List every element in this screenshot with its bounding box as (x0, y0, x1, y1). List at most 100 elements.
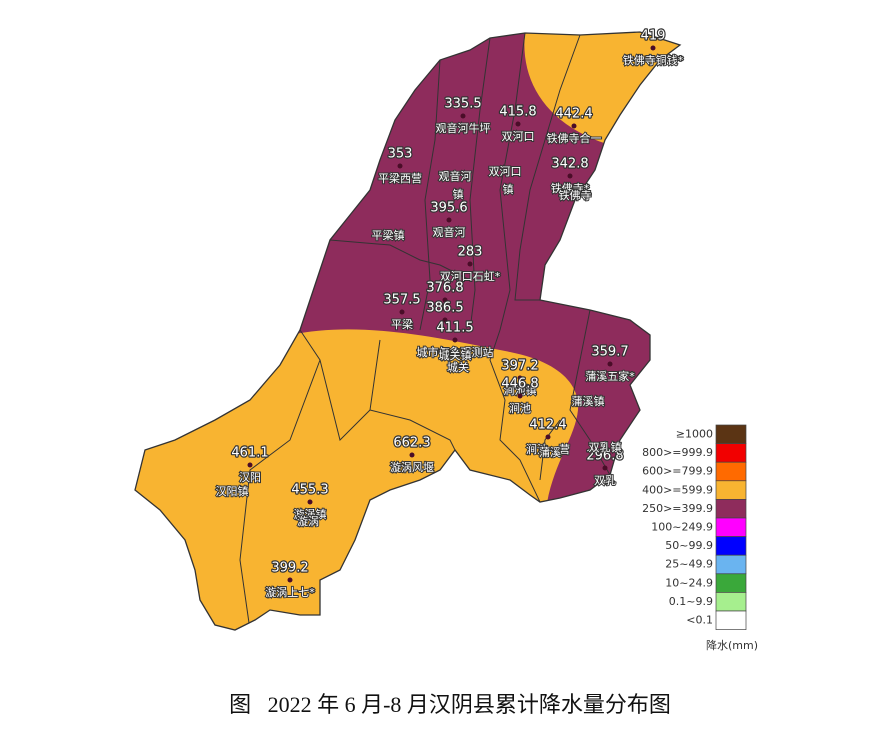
legend-swatch (715, 610, 747, 630)
station-name: 平梁 (391, 317, 413, 331)
region-label: 镇 (503, 182, 514, 196)
legend-label: 25~49.9 (665, 558, 713, 571)
station-value: 455.3 (291, 483, 328, 498)
legend-label: 800>=999.9 (642, 446, 713, 459)
station-dot (545, 434, 551, 440)
station-dot (399, 309, 405, 315)
station-dot (442, 317, 448, 323)
station-value: 395.6 (430, 201, 467, 216)
legend-label: 10~24.9 (665, 576, 713, 589)
region-label: 漩涡 (297, 515, 319, 528)
station-dot (467, 261, 473, 267)
legend-label: ≥1000 (676, 428, 713, 441)
legend-label: 250>=399.9 (642, 502, 713, 515)
region-label: 汉阳镇 (216, 484, 249, 498)
station-value: 397.2 (501, 359, 538, 374)
district-borders (239, 32, 611, 630)
station-value: 335.5 (444, 97, 481, 112)
station-value: 353 (388, 147, 413, 162)
station-name: 铁佛寺* (551, 182, 590, 195)
station-value: 376.8 (426, 281, 463, 296)
station-value: 442.4 (555, 107, 592, 122)
station-name: 漩涡上七* (265, 586, 315, 599)
station-name: 城市气象观测站 (417, 345, 494, 359)
legend-swatch (715, 573, 747, 593)
region-label: 城关镇 (439, 348, 472, 362)
region-label: 平梁镇 (372, 228, 405, 242)
station-value: 662.3 (393, 436, 430, 451)
legend-swatch (715, 517, 747, 537)
station-dot (287, 577, 293, 583)
station-value: 342.8 (551, 157, 588, 172)
station-name: 观音河 (433, 225, 466, 239)
station-value: 411.5 (436, 321, 473, 336)
stations: 419 铁佛寺铜钱* 442.4 铁佛寺合一 415.8 双河口 335.5 观音河牛坪 353… (230, 27, 685, 600)
station-name: 涧池一营 (526, 442, 570, 456)
station-dot (650, 45, 656, 51)
legend-label: 0.1~9.9 (669, 595, 713, 608)
station-value: 446.8 (501, 377, 538, 392)
station-name: 汉阳 (239, 471, 261, 484)
station-value: 412.4 (529, 418, 566, 433)
region-label: 双乳镇 (589, 440, 622, 454)
station-dot (442, 297, 448, 303)
station-name: 双河口 (502, 130, 535, 143)
legend-swatch (715, 461, 747, 482)
station-name: 漩涡镇 (294, 507, 327, 521)
station-value: 415.8 (499, 105, 536, 120)
station-dot (307, 499, 313, 505)
station-name: 涧池镇 (504, 383, 537, 397)
station-dot (602, 465, 608, 471)
legend-title: 降水(mm) (706, 638, 758, 652)
station-dot (452, 337, 458, 343)
station-name: 铁佛寺合一 (547, 131, 602, 145)
station-value: 357.5 (383, 293, 420, 308)
legend: ≥1000 800>=999.9 600>=799.9 400>=599.9 250>=… (642, 424, 758, 652)
station-dot (446, 217, 452, 223)
region-label: 蒲溪镇 (572, 394, 605, 408)
station-name: 双乳 (594, 474, 616, 487)
station-value: 386.5 (426, 301, 463, 316)
legend-label: 600>=799.9 (642, 465, 713, 478)
station-dot (460, 113, 466, 119)
legend-swatch (715, 443, 747, 463)
station-dot (607, 361, 613, 367)
station-name: 双河口石虹* (440, 270, 501, 283)
region-label: 蒲溪 (539, 445, 561, 459)
station-value: 283 (458, 245, 483, 260)
station-dot (247, 462, 253, 468)
legend-swatch (715, 499, 747, 519)
legend-label: 400>=599.9 (642, 483, 713, 496)
legend-label: 100~249.9 (651, 521, 713, 534)
region-label: 双河口 (489, 165, 522, 178)
station-name: 铁佛寺铜钱* (623, 53, 684, 67)
station-value: 419 (641, 29, 666, 44)
legend-label: 50~99.9 (665, 539, 713, 552)
station-dot (517, 393, 523, 399)
station-dot (517, 375, 523, 381)
region-label: 镇 (453, 187, 464, 201)
station-dot (397, 163, 403, 169)
station-name: 观音河牛坪 (436, 121, 491, 135)
station-name: 涧池 (509, 402, 531, 415)
station-name: 蒲溪五家* (585, 369, 635, 383)
region-label: 城关 (447, 360, 469, 374)
legend-swatch (715, 424, 747, 444)
station-dot (571, 123, 577, 129)
region-label: 铁佛寺 (559, 189, 592, 202)
legend-swatch (715, 536, 747, 556)
station-name: 漩涡风堰 (390, 461, 434, 474)
legend-swatch (715, 592, 747, 612)
legend-swatch (715, 554, 747, 575)
legend-swatch (715, 480, 747, 500)
station-value: 296.8 (586, 449, 623, 464)
legend-label: <0.1 (686, 614, 713, 627)
caption: 图 2022 年 6 月-8 月汉阴县累计降水量分布图 (229, 692, 671, 717)
station-dot (409, 452, 415, 458)
station-value: 359.7 (591, 345, 628, 360)
station-value: 461.1 (231, 446, 268, 461)
station-dot (567, 173, 573, 179)
region-label: 观音河 (439, 169, 472, 183)
